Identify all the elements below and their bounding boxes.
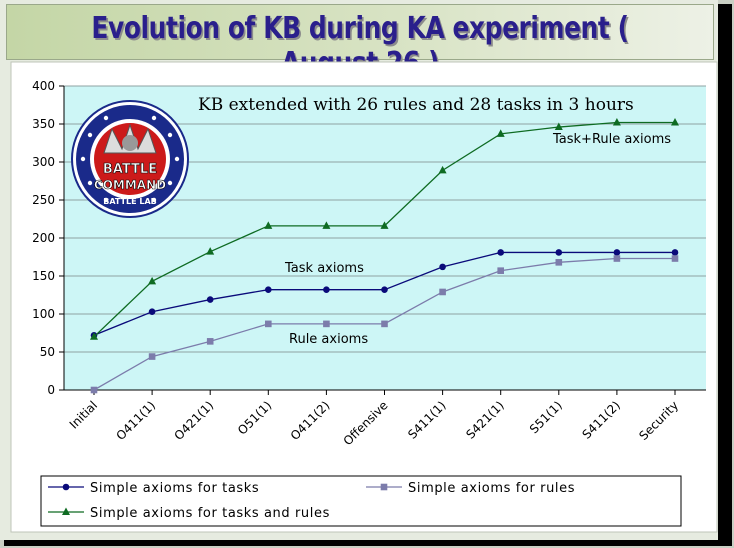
data-point xyxy=(612,117,621,126)
data-point xyxy=(381,286,388,293)
data-point xyxy=(671,255,679,262)
battle-command-logo: BATTLE COMMAND BATTLE LAB xyxy=(71,100,189,218)
data-point xyxy=(380,221,389,229)
y-tick-label: 200 xyxy=(32,231,55,245)
y-tick-label: 50 xyxy=(40,345,55,359)
legend-label: Simple axioms for tasks xyxy=(90,481,259,496)
logo-text-mid: COMMAND xyxy=(94,178,166,192)
legend-label: Simple axioms for tasks and rules xyxy=(90,506,330,521)
series-layer xyxy=(90,117,679,394)
data-point xyxy=(264,221,273,229)
series-rules xyxy=(90,255,679,394)
logo-text-bottom: BATTLE LAB xyxy=(103,197,157,206)
data-point xyxy=(323,286,330,293)
data-point xyxy=(613,255,621,262)
logo-text-top: BATTLE xyxy=(103,162,157,177)
data-point xyxy=(62,483,70,491)
data-point xyxy=(265,320,272,328)
y-tick-label: 300 xyxy=(32,155,55,169)
data-point xyxy=(497,267,504,274)
y-tick-label: 150 xyxy=(32,269,55,283)
series-tasks-and-rules xyxy=(90,117,679,340)
chart-subtitle: KB extended with 26 rules and 28 tasks i… xyxy=(198,95,634,115)
data-point xyxy=(439,263,446,271)
legend-entry-tasks-and-rules: Simple axioms for tasks and rules xyxy=(48,506,330,521)
data-point xyxy=(381,320,388,328)
data-point xyxy=(496,129,505,137)
data-point xyxy=(206,247,215,255)
data-point xyxy=(148,308,156,316)
y-tick-label: 250 xyxy=(32,193,55,207)
y-tick-label: 0 xyxy=(47,383,55,397)
data-point xyxy=(206,296,214,303)
data-point xyxy=(554,122,563,131)
legend xyxy=(40,475,682,527)
annotation-rule: Rule axioms xyxy=(289,332,368,347)
data-point xyxy=(323,320,330,328)
data-point xyxy=(671,117,679,126)
y-axis: 0 50 100 150 200 250 300 350 400 xyxy=(32,79,65,397)
legend-label: Simple axioms for rules xyxy=(408,481,575,496)
data-point xyxy=(613,249,621,256)
data-point xyxy=(62,507,70,515)
legend-entry-rules: Simple axioms for rules xyxy=(366,481,575,496)
data-point xyxy=(380,483,388,491)
annotation-task: Task axioms xyxy=(284,261,364,276)
data-point xyxy=(148,276,157,285)
data-point xyxy=(671,249,679,256)
data-point xyxy=(322,221,331,229)
data-point xyxy=(439,288,446,296)
data-point xyxy=(265,286,272,293)
y-tick-label: 400 xyxy=(32,79,55,93)
annotation-task-rule: Task+Rule axioms xyxy=(552,132,671,147)
y-tick-label: 100 xyxy=(32,307,55,321)
data-point xyxy=(438,165,447,174)
data-point xyxy=(555,249,563,256)
data-point xyxy=(90,386,98,394)
data-point xyxy=(90,332,98,340)
y-tick-label: 350 xyxy=(32,117,55,131)
data-point xyxy=(206,338,214,345)
data-point xyxy=(555,259,563,266)
legend-entry-tasks: Simple axioms for tasks xyxy=(48,481,259,496)
data-point xyxy=(497,249,505,256)
legend-items: Simple axioms for tasks Simple axioms for… xyxy=(48,481,575,521)
data-point xyxy=(148,353,156,360)
